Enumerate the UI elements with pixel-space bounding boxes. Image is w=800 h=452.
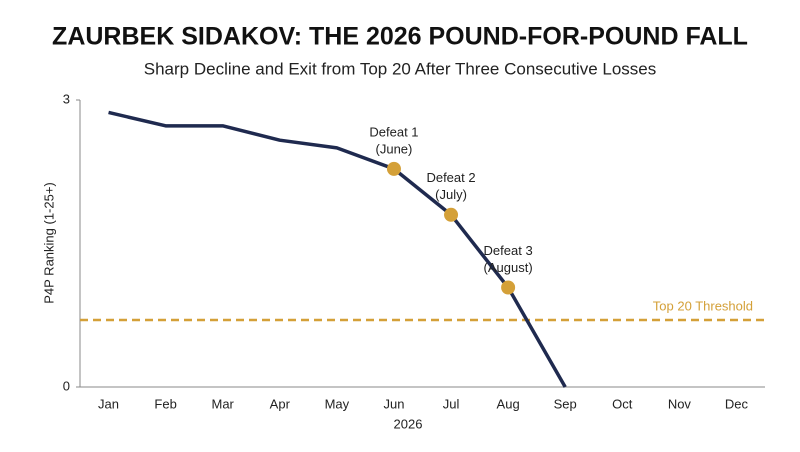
x-tick-label: Aug [497, 396, 520, 411]
y-tick-label: 3 [63, 91, 70, 106]
x-tick-label: Feb [154, 396, 176, 411]
x-axis-label: 2026 [394, 416, 423, 431]
annotation-text: (June) [376, 141, 413, 156]
annotation-text: Defeat 1 [369, 124, 418, 139]
x-tick-label: Oct [612, 396, 633, 411]
x-tick-label: Nov [668, 396, 692, 411]
line-series [108, 110, 567, 388]
annotation-text: Defeat 3 [484, 243, 533, 258]
x-tick-label: May [325, 396, 350, 411]
x-tick-label: Jan [98, 396, 119, 411]
x-tick-label: Jul [443, 396, 460, 411]
x-tick-label: Jun [383, 396, 404, 411]
defeat-marker [444, 207, 459, 222]
y-tick-label: 0 [63, 378, 70, 393]
defeat-marker [386, 161, 401, 176]
x-tick-label: Sep [554, 396, 577, 411]
annotation-text: (August) [484, 260, 533, 275]
chart-title: ZAURBEK SIDAKOV: THE 2026 POUND-FOR-POUN… [52, 23, 748, 51]
x-tick-label: Apr [270, 396, 291, 411]
x-tick-label: Mar [212, 396, 235, 411]
annotation-text: Defeat 2 [426, 170, 475, 185]
annotation-text: (July) [435, 187, 467, 202]
chart-subtitle: Sharp Decline and Exit from Top 20 After… [144, 59, 656, 78]
y-axis-label: P4P Ranking (1-25+) [41, 182, 56, 304]
x-tick-label: Dec [725, 396, 749, 411]
threshold-label: Top 20 Threshold [653, 298, 753, 313]
defeat-marker [501, 280, 516, 295]
